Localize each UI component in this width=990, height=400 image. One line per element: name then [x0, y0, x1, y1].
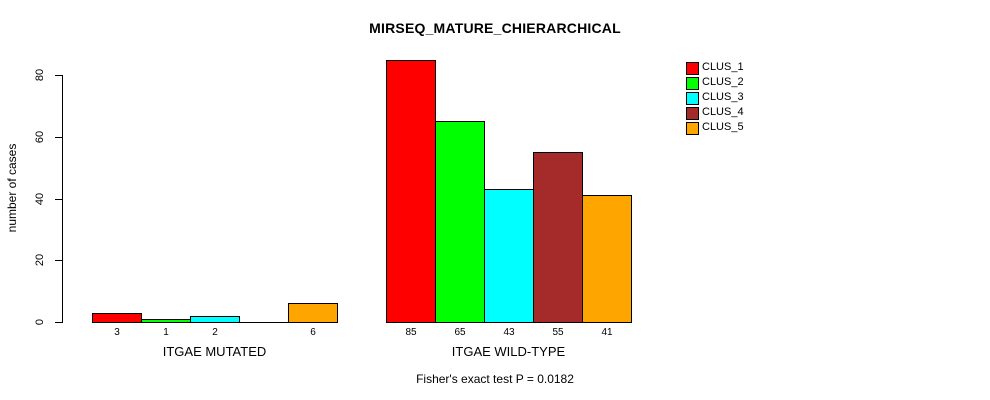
y-axis-tick: [55, 75, 62, 76]
bar-clus_1: [92, 313, 142, 323]
legend-label: CLUS_3: [702, 91, 744, 103]
y-axis-line: [62, 75, 63, 323]
bar-value-label: 85: [405, 327, 417, 338]
chart-title: MIRSEQ_MATURE_CHIERARCHICAL: [369, 20, 621, 36]
bar-value-label: 6: [310, 327, 316, 338]
y-axis-tick-label: 40: [34, 192, 46, 206]
legend-swatch: [686, 92, 699, 105]
bar-clus_3: [484, 189, 534, 323]
bar-value-label: 41: [601, 327, 613, 338]
legend-label: CLUS_1: [702, 61, 744, 73]
bar-clus_3: [190, 316, 240, 323]
y-axis-label: number of cases: [5, 143, 19, 233]
y-axis-tick-label: 60: [34, 130, 46, 144]
y-axis-tick: [55, 260, 62, 261]
legend-swatch: [686, 62, 699, 75]
legend-label: CLUS_4: [702, 106, 744, 118]
x-axis-group-label: ITGAE MUTATED: [162, 344, 267, 359]
y-axis-tick: [55, 322, 62, 323]
legend-label: CLUS_5: [702, 121, 744, 133]
bar-value-label: 65: [454, 327, 466, 338]
bar-value-label: 43: [503, 327, 515, 338]
bar-clus_5: [582, 195, 632, 323]
bar-value-label: 55: [552, 327, 564, 338]
bar-value-label: 1: [163, 327, 169, 338]
bar-clus_2: [141, 319, 191, 323]
bar-value-label: 3: [114, 327, 120, 338]
x-axis-group-label: ITGAE WILD-TYPE: [451, 344, 566, 359]
legend-label: CLUS_2: [702, 76, 744, 88]
bar-clus_2: [435, 121, 485, 323]
y-axis-tick-label: 20: [34, 253, 46, 267]
y-axis-tick-label: 80: [34, 68, 46, 82]
y-axis-tick: [55, 199, 62, 200]
bar-clus_4: [533, 152, 583, 323]
legend-swatch: [686, 107, 699, 120]
legend-swatch: [686, 77, 699, 90]
legend-swatch: [686, 122, 699, 135]
y-axis-tick-label: 0: [34, 318, 46, 326]
bar-value-label: 2: [212, 327, 218, 338]
y-axis-tick: [55, 137, 62, 138]
annotation-text: Fisher's exact test P = 0.0182: [416, 372, 574, 386]
bar-clus_1: [386, 60, 436, 323]
bar-clus_5: [288, 303, 338, 323]
